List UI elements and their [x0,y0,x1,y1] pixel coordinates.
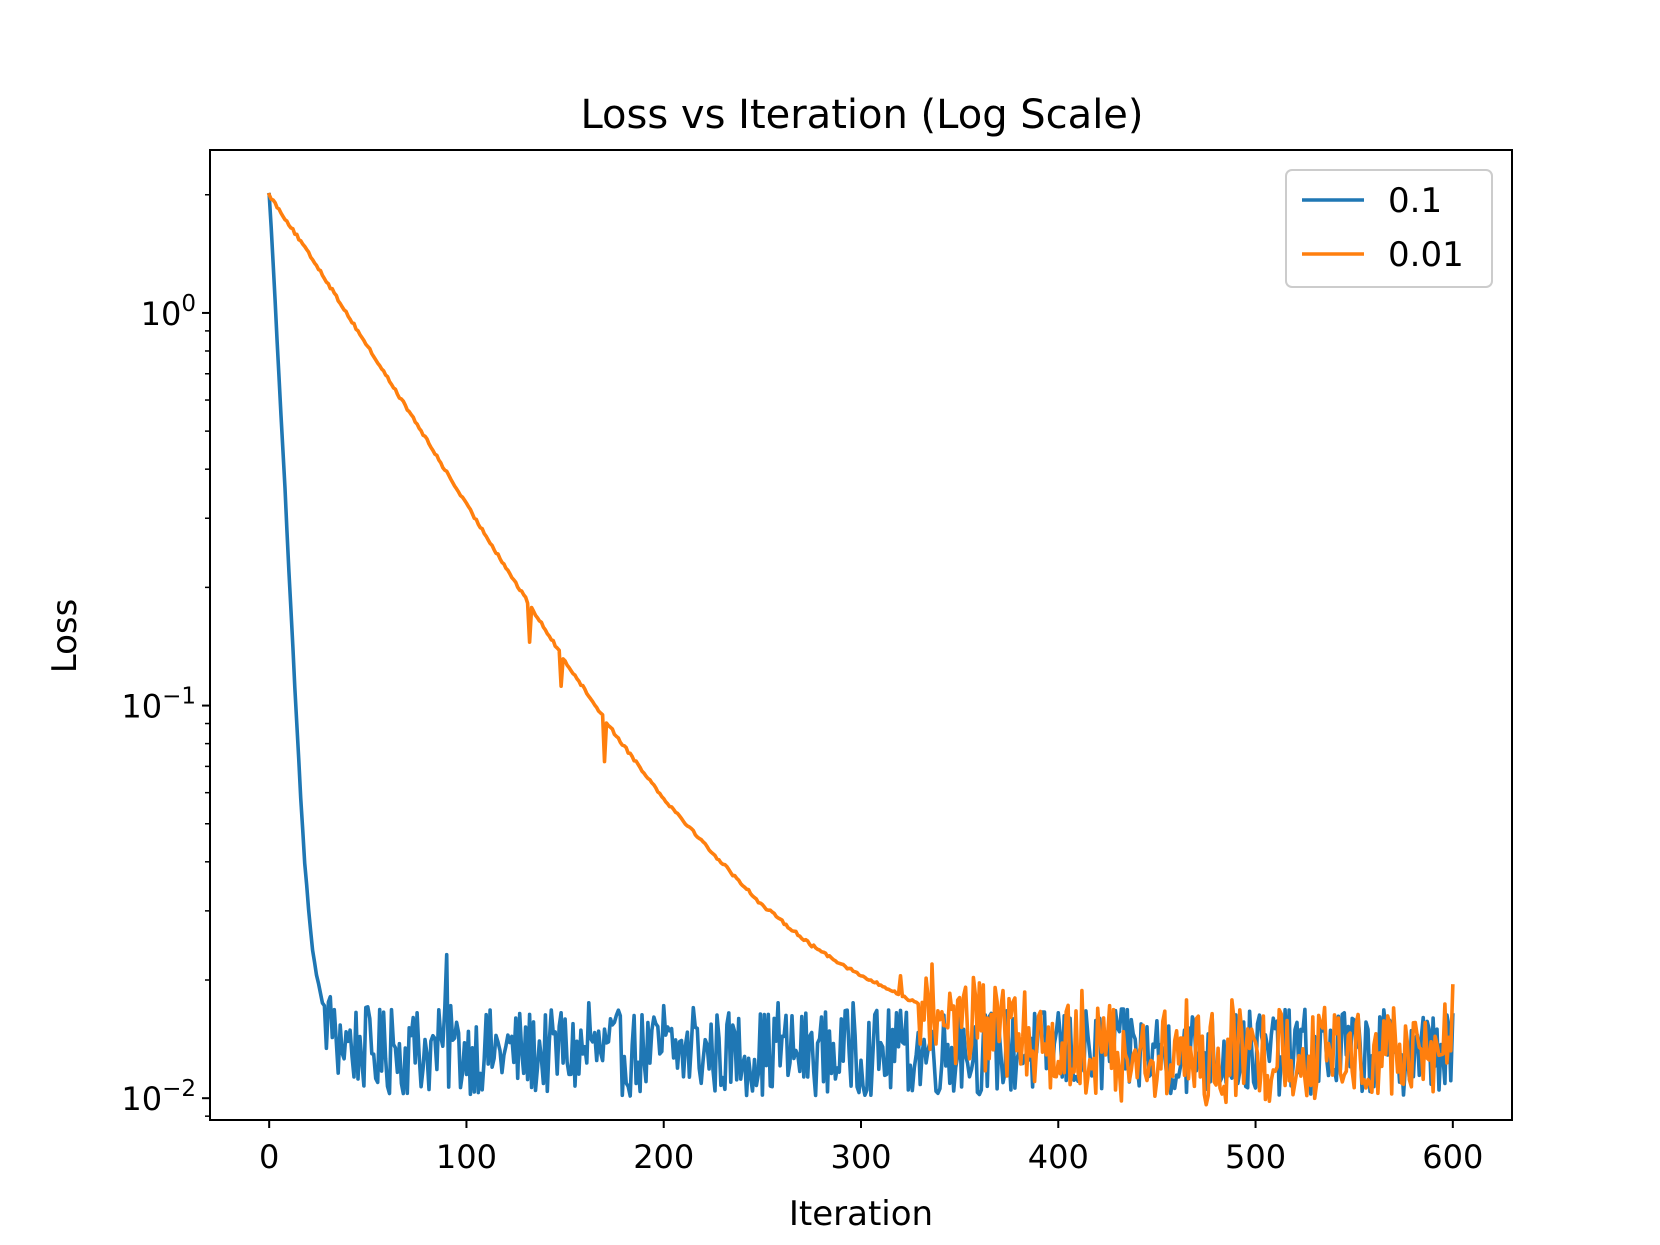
series-line-0-01 [266,192,1455,1107]
legend: 0.1 0.01 [1285,169,1493,288]
x-tick-label: 100 [436,1138,497,1176]
x-tick-label: 300 [830,1138,891,1176]
y-tick-label: 10−1 [121,684,196,726]
series-layer [266,192,1455,1107]
y-tick-label: 10−2 [121,1076,196,1118]
ticks-layer: 0 100 200 300 400 500 600 10−2 10−1 100 [121,193,1483,1176]
x-tick-label: 0 [259,1138,279,1176]
y-axis-label: Loss [45,599,85,674]
x-axis-label: Iteration [789,1194,933,1234]
chart-title: Loss vs Iteration (Log Scale) [580,92,1143,138]
x-tick-label: 500 [1225,1138,1286,1176]
x-tick-label: 600 [1422,1138,1483,1176]
x-tick-label: 400 [1028,1138,1089,1176]
legend-label: 0.01 [1388,235,1464,275]
series-line-0-1 [267,192,1455,1098]
y-tick-label: 100 [141,291,196,333]
x-tick-label: 200 [633,1138,694,1176]
legend-label: 0.1 [1388,181,1442,221]
